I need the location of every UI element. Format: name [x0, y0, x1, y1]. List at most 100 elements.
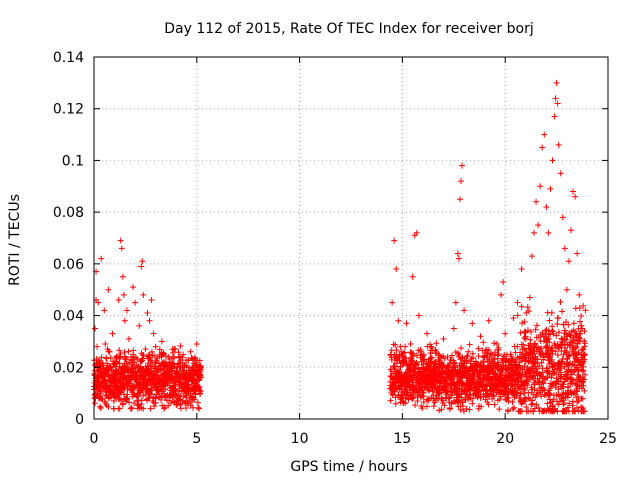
dense-point — [454, 379, 461, 386]
data-point — [98, 255, 105, 262]
dense-point — [480, 393, 487, 400]
dense-point — [119, 384, 126, 391]
dense-point — [489, 395, 496, 402]
dense-point — [188, 355, 195, 362]
dense-point — [458, 394, 465, 401]
dense-point — [127, 380, 134, 387]
dense-point — [423, 373, 430, 380]
dense-point — [546, 356, 553, 363]
data-point — [461, 307, 468, 314]
dense-point — [475, 383, 482, 390]
dense-point — [507, 387, 514, 394]
dense-point — [560, 321, 567, 328]
dense-point — [502, 366, 509, 373]
data-point — [389, 299, 396, 306]
dense-point — [461, 364, 468, 371]
data-point — [123, 307, 130, 314]
chart-title: Day 112 of 2015, Rate Of TEC Index for r… — [164, 21, 533, 37]
dense-point — [116, 405, 123, 412]
dense-point — [420, 398, 427, 405]
data-point — [428, 343, 435, 350]
data-point — [415, 312, 422, 319]
dense-point — [579, 379, 586, 386]
dense-point — [546, 391, 553, 398]
dense-point — [432, 361, 439, 368]
dense-point — [548, 345, 555, 352]
data-point — [113, 384, 120, 391]
data-point — [502, 330, 509, 337]
dense-point — [566, 361, 573, 368]
dense-point — [175, 349, 182, 356]
dense-point — [562, 394, 569, 401]
dense-point — [521, 329, 528, 336]
dense-point — [460, 360, 467, 367]
dense-point — [496, 406, 503, 413]
dense-point — [390, 341, 397, 348]
dense-point — [398, 382, 405, 389]
dense-point — [462, 372, 469, 379]
dense-point — [181, 361, 188, 368]
dense-point — [553, 380, 560, 387]
dense-point — [402, 400, 409, 407]
data-point — [397, 343, 404, 350]
data-point — [101, 307, 108, 314]
dense-point — [170, 388, 177, 395]
data-point — [436, 377, 443, 384]
dense-point — [523, 354, 530, 361]
dense-point — [581, 408, 588, 415]
dense-point — [417, 372, 424, 379]
dense-point — [480, 374, 487, 381]
dense-point — [534, 359, 541, 366]
dense-point — [407, 349, 414, 356]
data-point — [103, 392, 110, 399]
dense-point — [180, 373, 187, 380]
dense-point — [578, 312, 585, 319]
data-point — [444, 353, 451, 360]
dense-point — [548, 374, 555, 381]
dense-point — [189, 404, 196, 411]
dense-point — [177, 405, 184, 412]
dense-point — [555, 344, 562, 351]
dense-point — [145, 360, 152, 367]
dense-point — [538, 384, 545, 391]
dense-point — [108, 368, 115, 375]
dense-point — [562, 327, 569, 334]
dense-point — [451, 380, 458, 387]
dense-point — [458, 378, 465, 385]
dense-point — [532, 353, 539, 360]
dense-point — [491, 340, 498, 347]
dense-point — [171, 375, 178, 382]
dense-point — [503, 367, 510, 374]
dense-point — [551, 340, 558, 347]
dense-point — [551, 370, 558, 377]
dense-point — [395, 392, 402, 399]
dense-point — [570, 344, 577, 351]
dense-point — [96, 403, 103, 410]
dense-point — [419, 353, 426, 360]
dense-point — [531, 348, 538, 355]
dense-point — [421, 372, 428, 379]
dense-point — [464, 352, 471, 359]
dense-point — [111, 389, 118, 396]
dense-point — [433, 348, 440, 355]
dense-point — [457, 406, 464, 413]
dense-point — [577, 376, 584, 383]
dense-point — [155, 377, 162, 384]
data-point — [144, 309, 151, 316]
dense-point — [192, 391, 199, 398]
data-point — [156, 351, 163, 358]
dense-point — [509, 399, 516, 406]
dense-point — [456, 362, 463, 369]
dense-point — [176, 387, 183, 394]
dense-point — [429, 388, 436, 395]
dense-point — [118, 385, 125, 392]
dense-point — [557, 363, 564, 370]
dense-point — [115, 377, 122, 384]
dense-point — [476, 362, 483, 369]
dense-point — [429, 384, 436, 391]
dense-point — [554, 352, 561, 359]
dense-point — [528, 328, 535, 335]
dense-point — [549, 364, 556, 371]
dense-point — [534, 322, 541, 329]
dense-point — [507, 366, 514, 373]
